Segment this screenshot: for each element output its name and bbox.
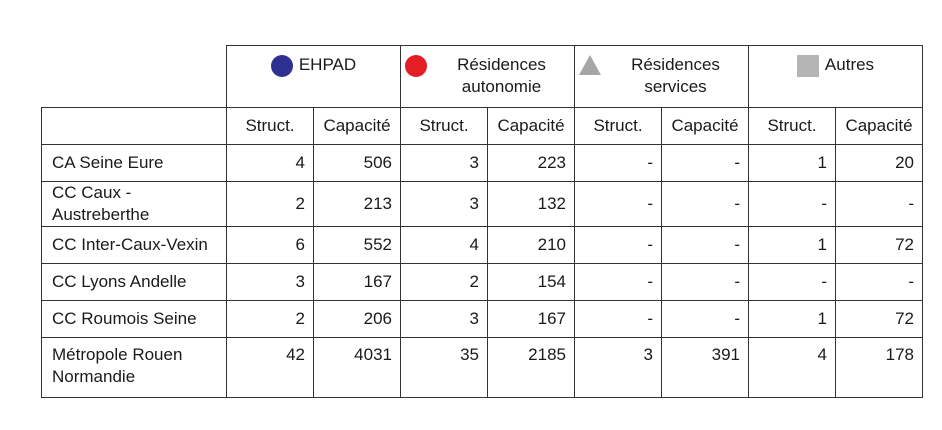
value-cell: -: [748, 263, 836, 301]
table-body: CA Seine Eure 4 506 3 223- -1 20 CC Caux - Aust…: [41, 144, 923, 398]
value-cell: 3: [400, 181, 488, 227]
value-cell: 4: [226, 144, 314, 182]
value-cell: 2: [226, 300, 314, 338]
value-cell: -: [661, 263, 749, 301]
value-cell: 1: [748, 226, 836, 264]
group-label: Résidences autonomie: [457, 55, 546, 96]
group-label: Résidences services: [631, 55, 720, 96]
subheader-label-cell: [41, 107, 227, 145]
row-label: CC Roumois Seine: [41, 300, 227, 338]
group-header-residences-services: Résidences services: [574, 45, 749, 108]
value-cell: 20: [835, 144, 923, 182]
value-cell: -: [661, 226, 749, 264]
value-cell: -: [574, 226, 662, 264]
row-label: CA Seine Eure: [41, 144, 227, 182]
value-cell: 6: [226, 226, 314, 264]
table-row: Métropole Rouen Normandie 42 4031 35 2185 3 39…: [41, 337, 923, 398]
value-cell: 132: [487, 181, 575, 227]
value-cell: -: [661, 300, 749, 338]
group-header-ehpad: EHPAD: [226, 45, 401, 108]
group-label: EHPAD: [298, 55, 357, 74]
group-header-residences-autonomie: Résidences autonomie: [400, 45, 575, 108]
value-cell: -: [835, 263, 923, 301]
value-cell: 2: [226, 181, 314, 227]
table-row: CC Caux - Austreberthe 2 213 3 132- - - -: [41, 181, 923, 227]
capacite-header: Capacité: [487, 107, 575, 145]
table-row: CC Inter-Caux-Vexin 6 552 4 210- -1 72: [41, 226, 923, 264]
group-header-row: EHPAD Résidences autonomie Résidences se…: [41, 45, 923, 108]
value-cell: 72: [835, 226, 923, 264]
value-cell: -: [574, 144, 662, 182]
row-label: Métropole Rouen Normandie: [41, 337, 227, 398]
struct-header: Struct.: [574, 107, 662, 145]
value-cell: 1: [748, 300, 836, 338]
value-cell: 3: [400, 300, 488, 338]
value-cell: 206: [313, 300, 401, 338]
value-cell: 4: [400, 226, 488, 264]
table-row: CA Seine Eure 4 506 3 223- -1 20: [41, 144, 923, 182]
struct-header: Struct.: [400, 107, 488, 145]
value-cell: 178: [835, 337, 923, 398]
value-cell: 2: [400, 263, 488, 301]
group-header-autres: Autres: [748, 45, 923, 108]
value-cell: 4031: [313, 337, 401, 398]
table-row: CC Roumois Seine 2 206 3 167- -1 72: [41, 300, 923, 338]
row-label: CC Lyons Andelle: [41, 263, 227, 301]
value-cell: 213: [313, 181, 401, 227]
value-cell: 223: [487, 144, 575, 182]
value-cell: 72: [835, 300, 923, 338]
subheader-row: Struct. Capacité Struct. Capacité Struct. Cap…: [41, 107, 923, 145]
value-cell: 167: [487, 300, 575, 338]
capacite-header: Capacité: [661, 107, 749, 145]
value-cell: -: [661, 144, 749, 182]
value-cell: -: [574, 181, 662, 227]
row-label: CC Caux - Austreberthe: [41, 181, 227, 227]
value-cell: 506: [313, 144, 401, 182]
value-cell: 2185: [487, 337, 575, 398]
value-cell: -: [574, 300, 662, 338]
value-cell: 210: [487, 226, 575, 264]
residences-services-triangle-icon: [579, 55, 601, 75]
structures-table: EHPAD Résidences autonomie Résidences se…: [41, 45, 923, 398]
value-cell: -: [835, 181, 923, 227]
value-cell: 552: [313, 226, 401, 264]
autres-square-icon: [796, 55, 819, 77]
value-cell: -: [748, 181, 836, 227]
struct-header: Struct.: [226, 107, 314, 145]
row-label: CC Inter-Caux-Vexin: [41, 226, 227, 264]
value-cell: 391: [661, 337, 749, 398]
group-label: Autres: [824, 55, 875, 74]
value-cell: 167: [313, 263, 401, 301]
value-cell: 3: [574, 337, 662, 398]
value-cell: -: [574, 263, 662, 301]
capacite-header: Capacité: [835, 107, 923, 145]
value-cell: -: [661, 181, 749, 227]
residences-autonomie-circle-icon: [405, 55, 427, 77]
struct-header: Struct.: [748, 107, 836, 145]
value-cell: 4: [748, 337, 836, 398]
table-row: CC Lyons Andelle 3 167 2 154- - - -: [41, 263, 923, 301]
ehpad-circle-icon: [270, 55, 293, 77]
value-cell: 35: [400, 337, 488, 398]
value-cell: 3: [400, 144, 488, 182]
value-cell: 42: [226, 337, 314, 398]
value-cell: 1: [748, 144, 836, 182]
value-cell: 3: [226, 263, 314, 301]
value-cell: 154: [487, 263, 575, 301]
capacite-header: Capacité: [313, 107, 401, 145]
corner-cell: [41, 45, 227, 108]
